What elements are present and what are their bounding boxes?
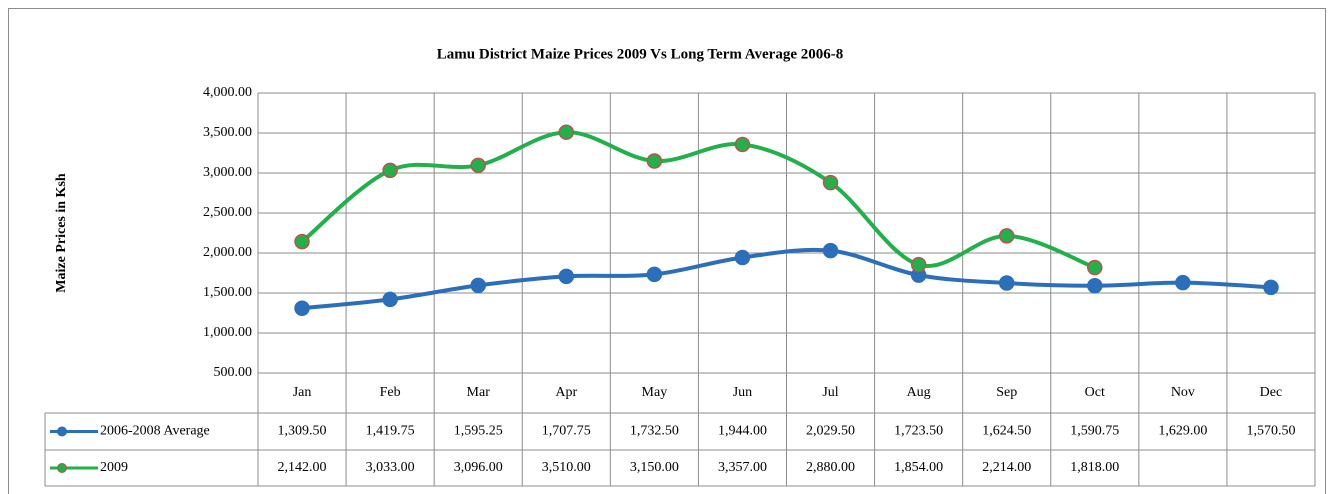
point-marker [1087,277,1103,294]
point-marker [734,136,751,153]
x-tick-label: Aug [907,385,931,400]
point-marker [1087,259,1103,276]
x-tick-label: Jan [293,385,312,400]
table-cell: 1,595.25 [454,424,503,439]
point-marker [1263,279,1279,296]
legend-key-marker [57,426,67,437]
point-marker [294,233,310,250]
point-marker [382,162,398,179]
y-tick-label: 3,500.00 [203,125,252,140]
point-marker [294,300,310,316]
point-marker [558,124,575,140]
x-tick-label: Jun [733,385,752,400]
x-tick-label: Jul [822,385,838,400]
table-cell: 3,357.00 [718,460,767,475]
point-marker [382,291,398,308]
point-marker [558,268,575,285]
x-tick-label: Sep [996,385,1017,400]
table-cell: 2,142.00 [278,460,327,475]
x-tick-label: Apr [555,385,577,400]
point-marker [822,174,839,191]
point-marker [646,266,663,283]
table-cell: 3,033.00 [366,460,415,475]
legend-label: 2009 [100,460,128,475]
y-tick-label: 3,000.00 [203,165,252,180]
y-tick-label: 2,000.00 [203,245,252,260]
table-cell: 1,419.75 [366,424,415,439]
point-marker [734,249,751,266]
x-tick-label: Nov [1171,385,1195,400]
point-marker [822,242,839,259]
legend-key-marker [57,463,67,473]
x-tick-label: May [642,385,668,400]
table-cell: 2,880.00 [806,460,855,475]
table-cell: 2,214.00 [982,460,1031,475]
table-cell: 1,629.00 [1158,424,1207,439]
point-marker [998,228,1015,244]
x-tick-label: Mar [467,385,491,400]
chart-title: Lamu District Maize Prices 2009 Vs Long … [437,46,843,62]
y-tick-label: 2,500.00 [203,205,252,220]
y-tick-label: 500.00 [214,365,253,380]
legend-label: 2006-2008 Average [100,424,210,439]
y-tick-label: 4,000.00 [203,85,252,100]
table-cell: 1,707.75 [542,424,591,439]
table-cell: 1,570.50 [1246,424,1295,439]
point-marker [470,277,486,294]
y-tick-label: 1,000.00 [203,325,252,340]
point-marker [1175,274,1191,291]
table-cell: 1,590.75 [1070,424,1119,439]
table-cell: 3,150.00 [630,460,679,475]
table-cell: 3,510.00 [542,460,591,475]
x-tick-label: Feb [380,385,401,400]
y-tick-label: 1,500.00 [203,285,252,300]
x-tick-label: Oct [1085,385,1105,400]
table-cell: 1,944.00 [718,424,767,439]
table-cell: 1,732.50 [630,424,679,439]
table-cell: 1,818.00 [1070,460,1119,475]
point-marker [646,153,663,169]
table-cell: 1,309.50 [278,424,327,439]
point-marker [470,157,486,174]
series-line [301,247,1272,311]
y-axis-label: Maize Prices in Ksh [54,173,69,293]
table-cell: 1,723.50 [894,424,943,439]
table-cell: 3,096.00 [454,460,503,475]
table-cell: 1,854.00 [894,460,943,475]
series-line [300,130,1096,270]
table-cell: 2,029.50 [806,424,855,439]
table-cell: 1,624.50 [982,424,1031,439]
point-marker [998,275,1015,291]
x-tick-label: Dec [1260,385,1283,400]
point-marker [910,256,927,273]
